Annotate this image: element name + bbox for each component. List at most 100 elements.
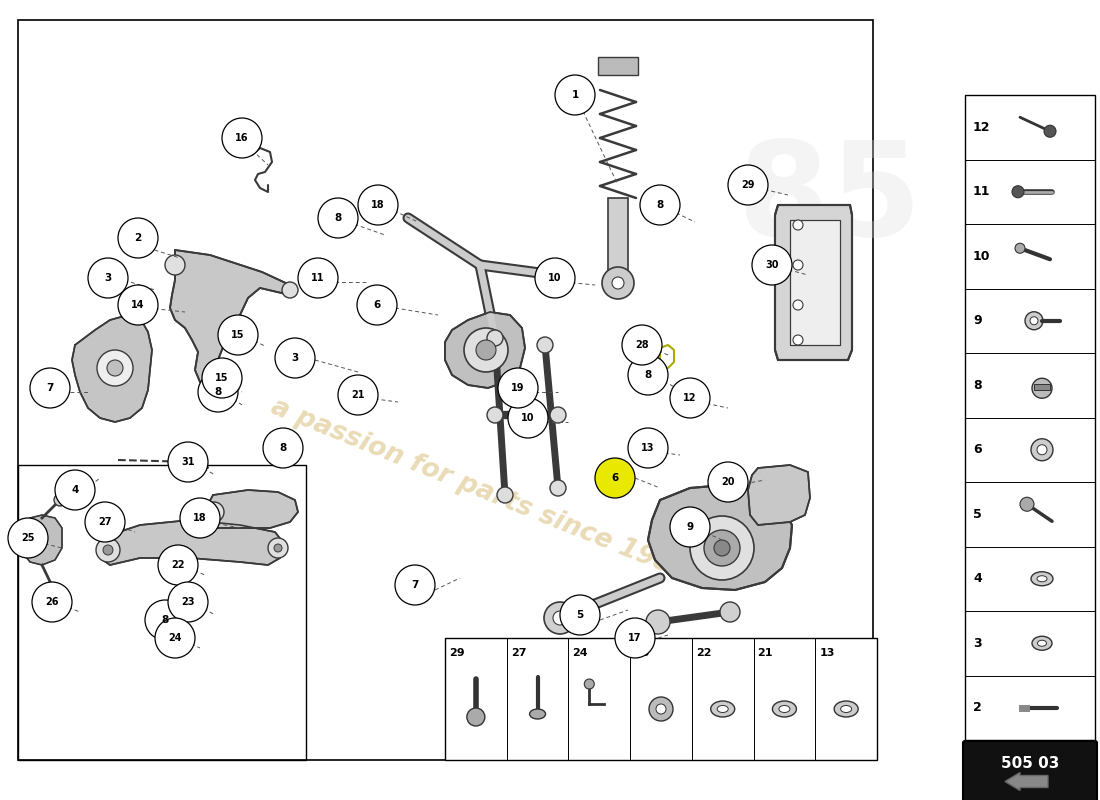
Bar xyxy=(18,465,306,760)
Text: 18: 18 xyxy=(194,513,207,523)
Text: 13: 13 xyxy=(641,443,654,453)
Text: 16: 16 xyxy=(235,133,249,143)
Circle shape xyxy=(584,679,594,689)
Text: 29: 29 xyxy=(741,180,755,190)
Text: 19: 19 xyxy=(512,383,525,393)
Circle shape xyxy=(793,260,803,270)
Text: 6: 6 xyxy=(974,443,981,456)
Circle shape xyxy=(1032,378,1052,398)
Circle shape xyxy=(158,545,198,585)
Circle shape xyxy=(704,530,740,566)
Circle shape xyxy=(476,340,496,360)
Text: 30: 30 xyxy=(766,260,779,270)
Text: 11: 11 xyxy=(311,273,324,283)
Circle shape xyxy=(165,255,185,275)
Circle shape xyxy=(202,358,242,398)
Circle shape xyxy=(107,360,123,376)
Text: 13: 13 xyxy=(820,648,835,658)
Text: 2: 2 xyxy=(134,233,142,243)
Circle shape xyxy=(656,704,666,714)
Text: 1: 1 xyxy=(571,90,579,100)
Circle shape xyxy=(612,277,624,289)
Circle shape xyxy=(268,538,288,558)
Text: 22: 22 xyxy=(696,648,712,658)
Text: 8: 8 xyxy=(657,200,663,210)
Polygon shape xyxy=(648,485,792,590)
Circle shape xyxy=(497,487,513,503)
Bar xyxy=(1034,384,1050,390)
Text: 5: 5 xyxy=(974,508,981,521)
Circle shape xyxy=(208,375,222,389)
Circle shape xyxy=(602,267,634,299)
Circle shape xyxy=(646,610,670,634)
Text: 29: 29 xyxy=(449,648,464,658)
Circle shape xyxy=(487,407,503,423)
Bar xyxy=(608,198,628,278)
Polygon shape xyxy=(72,315,152,422)
Ellipse shape xyxy=(1031,572,1053,586)
Circle shape xyxy=(550,480,566,496)
Circle shape xyxy=(793,335,803,345)
Circle shape xyxy=(118,285,158,325)
Ellipse shape xyxy=(711,701,735,717)
Text: 4: 4 xyxy=(72,485,79,495)
Circle shape xyxy=(720,602,740,622)
Polygon shape xyxy=(776,205,853,360)
Text: 21: 21 xyxy=(758,648,773,658)
Text: 23: 23 xyxy=(182,597,195,607)
Bar xyxy=(965,95,1094,740)
Circle shape xyxy=(1020,498,1034,511)
Circle shape xyxy=(1044,126,1056,138)
Ellipse shape xyxy=(772,701,796,717)
Circle shape xyxy=(615,618,654,658)
Text: 28: 28 xyxy=(635,340,649,350)
Circle shape xyxy=(1030,317,1038,325)
Circle shape xyxy=(1025,312,1043,330)
Text: 10: 10 xyxy=(521,413,535,423)
Circle shape xyxy=(670,507,710,547)
Circle shape xyxy=(550,407,566,423)
FancyArrow shape xyxy=(1005,773,1048,790)
Circle shape xyxy=(464,328,508,372)
Text: 27: 27 xyxy=(98,517,112,527)
Circle shape xyxy=(714,540,730,556)
Bar xyxy=(446,638,877,760)
Circle shape xyxy=(85,502,125,542)
Circle shape xyxy=(556,75,595,115)
Circle shape xyxy=(535,258,575,298)
Circle shape xyxy=(55,470,95,510)
Circle shape xyxy=(395,565,434,605)
Text: 12: 12 xyxy=(683,393,696,403)
Ellipse shape xyxy=(1037,576,1047,582)
Circle shape xyxy=(537,337,553,353)
Circle shape xyxy=(498,368,538,408)
Polygon shape xyxy=(748,465,810,525)
FancyBboxPatch shape xyxy=(962,741,1097,800)
Text: 505 03: 505 03 xyxy=(1001,756,1059,771)
Text: 24: 24 xyxy=(572,648,588,658)
Circle shape xyxy=(649,697,673,721)
Circle shape xyxy=(1012,186,1024,198)
Text: 15: 15 xyxy=(231,330,244,340)
Circle shape xyxy=(595,458,635,498)
Circle shape xyxy=(1015,243,1025,254)
Circle shape xyxy=(628,355,668,395)
Circle shape xyxy=(97,350,133,386)
Circle shape xyxy=(274,544,282,552)
Circle shape xyxy=(560,595,600,635)
Circle shape xyxy=(263,428,302,468)
Text: 22: 22 xyxy=(172,560,185,570)
Text: 2: 2 xyxy=(974,702,981,714)
Polygon shape xyxy=(446,312,525,388)
Circle shape xyxy=(50,589,60,601)
Polygon shape xyxy=(182,452,208,472)
Circle shape xyxy=(298,258,338,298)
Circle shape xyxy=(32,582,72,622)
Circle shape xyxy=(466,708,485,726)
Text: 85: 85 xyxy=(738,137,922,263)
Polygon shape xyxy=(205,490,298,528)
Text: 26: 26 xyxy=(45,597,58,607)
Circle shape xyxy=(640,185,680,225)
Text: 10: 10 xyxy=(548,273,562,283)
Text: 3: 3 xyxy=(974,637,981,650)
